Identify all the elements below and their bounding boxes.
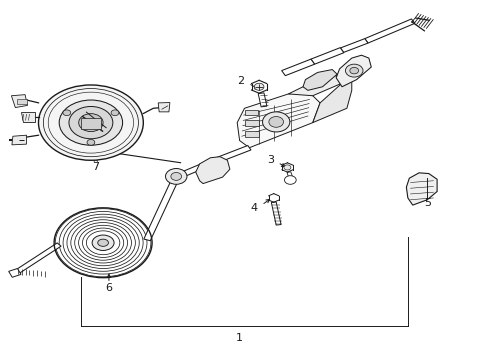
Text: 1: 1 [236,333,243,343]
Polygon shape [174,161,212,179]
Circle shape [262,112,289,132]
Ellipse shape [98,239,108,246]
Text: 7: 7 [92,162,99,172]
Bar [17,99,26,104]
Circle shape [349,67,358,74]
Text: 5: 5 [423,198,430,208]
Polygon shape [288,72,351,96]
Circle shape [63,110,71,116]
Polygon shape [208,145,250,165]
Text: 6: 6 [105,283,112,293]
Polygon shape [310,48,343,64]
Polygon shape [12,135,26,145]
Ellipse shape [92,235,114,251]
Text: 3: 3 [266,155,273,165]
Circle shape [69,107,113,139]
Polygon shape [281,59,314,76]
Polygon shape [303,69,336,90]
Ellipse shape [39,85,143,160]
Polygon shape [364,19,414,43]
Bar [81,118,101,129]
Circle shape [345,64,362,77]
Circle shape [254,83,264,90]
Polygon shape [335,55,370,87]
Circle shape [268,117,283,127]
Polygon shape [16,243,61,273]
Polygon shape [143,176,179,241]
Polygon shape [406,173,436,205]
Ellipse shape [59,100,122,145]
Circle shape [165,168,186,184]
Bar [245,120,259,126]
Polygon shape [9,269,21,277]
Text: 4: 4 [250,203,257,213]
Polygon shape [237,92,320,148]
Bar [245,110,257,116]
Circle shape [284,165,290,170]
Polygon shape [340,39,367,53]
Bar [245,131,259,137]
Polygon shape [11,95,27,108]
Polygon shape [258,93,266,107]
Circle shape [111,110,119,116]
Polygon shape [312,76,351,123]
Polygon shape [271,202,281,225]
Circle shape [170,172,181,180]
Polygon shape [158,103,169,112]
Circle shape [284,176,296,184]
Circle shape [87,139,95,145]
Circle shape [79,114,103,132]
Polygon shape [21,112,35,122]
Polygon shape [286,172,294,182]
Text: 2: 2 [237,76,244,86]
Polygon shape [195,157,229,184]
